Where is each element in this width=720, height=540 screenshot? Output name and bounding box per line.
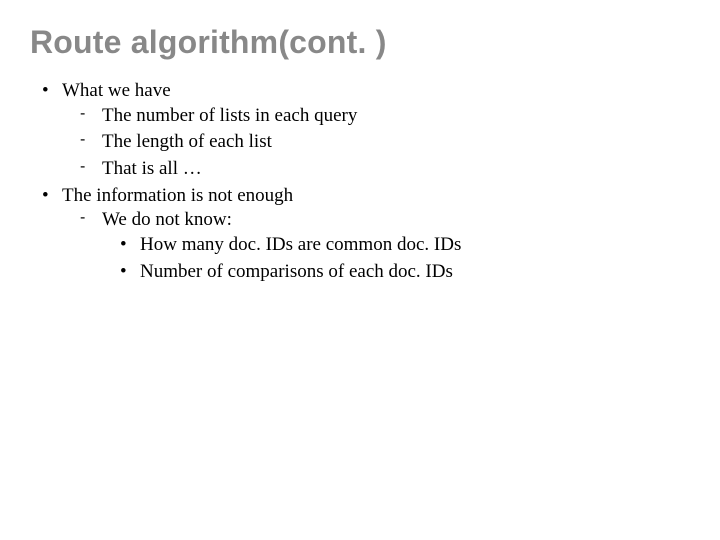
list-item: We do not know: How many doc. IDs are co… [102,208,690,284]
list-item: How many doc. IDs are common doc. IDs [140,233,690,258]
list-item-text: The information is not enough [62,185,293,206]
list-item-text: Number of comparisons of each doc. IDs [140,261,453,282]
list-item: The information is not enough We do not … [62,184,690,285]
list-item: What we have The number of lists in each… [62,79,690,182]
bullet-list-level2: We do not know: How many doc. IDs are co… [62,208,690,284]
list-item-text: The length of each list [102,131,272,152]
list-item-text: The number of lists in each query [102,105,357,126]
list-item: That is all … [102,157,690,182]
list-item-text: What we have [62,80,171,101]
slide: Route algorithm(cont. ) What we have The… [0,0,720,540]
slide-title: Route algorithm(cont. ) [30,24,690,61]
list-item-text: We do not know: [102,209,232,230]
list-item: The number of lists in each query [102,104,690,129]
list-item: Number of comparisons of each doc. IDs [140,260,690,285]
list-item-text: How many doc. IDs are common doc. IDs [140,234,461,255]
bullet-list-level2: The number of lists in each query The le… [62,104,690,182]
list-item: The length of each list [102,130,690,155]
bullet-list-level1: What we have The number of lists in each… [30,79,690,285]
list-item-text: That is all … [102,158,202,179]
bullet-list-level3: How many doc. IDs are common doc. IDs Nu… [102,233,690,284]
